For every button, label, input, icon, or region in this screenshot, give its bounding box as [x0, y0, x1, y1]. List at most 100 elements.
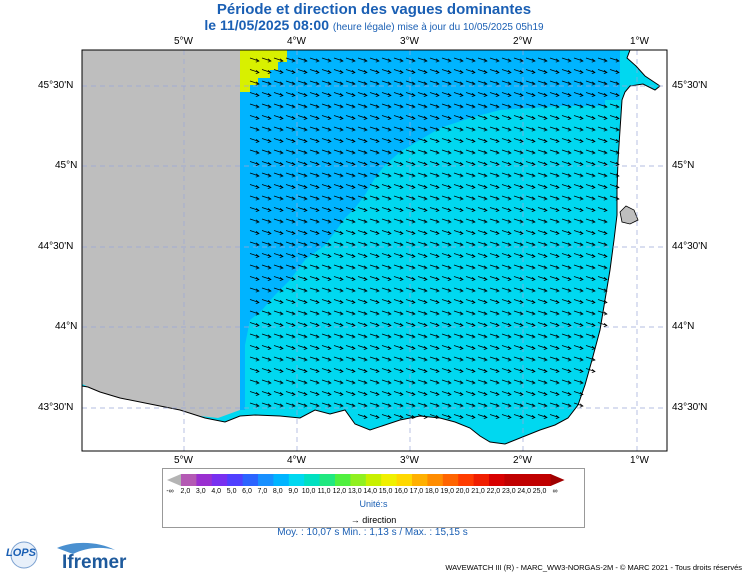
direction-arrow: [345, 126, 356, 132]
direction-arrow: [453, 80, 464, 86]
direction-arrow: [369, 172, 380, 178]
direction-arrow: [525, 149, 536, 155]
direction-arrow: [261, 138, 272, 144]
direction-arrow: [429, 276, 440, 282]
direction-arrow: [465, 299, 476, 305]
direction-arrow: [549, 299, 560, 305]
lon-label-bottom-1w: 1°W: [630, 455, 649, 466]
direction-arrow: [381, 149, 392, 155]
legend-tick-label: 6,0: [242, 488, 252, 495]
direction-arrow: [345, 333, 356, 339]
direction-arrow: [585, 276, 596, 282]
legend-tick-label: 19,0: [440, 488, 454, 495]
direction-arrow: [573, 103, 584, 109]
direction-arrow: [429, 264, 440, 270]
direction-arrow: [477, 57, 488, 63]
direction-arrow: [537, 230, 548, 236]
direction-arrow: [465, 69, 476, 75]
direction-arrow: [501, 115, 512, 121]
direction-arrow: [441, 287, 452, 293]
direction-arrow: [549, 322, 560, 328]
direction-arrow: [369, 368, 380, 374]
direction-arrow: [441, 379, 452, 385]
direction-arrow: [345, 276, 356, 282]
direction-arrow: [357, 115, 368, 121]
direction-arrow: [513, 368, 524, 374]
direction-arrow: [525, 379, 536, 385]
direction-arrow: [405, 414, 416, 420]
direction-arrow: [525, 333, 536, 339]
direction-arrow: [297, 322, 308, 328]
direction-arrow: [345, 391, 356, 397]
direction-arrow: [429, 207, 440, 213]
direction-arrow: [285, 126, 296, 132]
legend-min-arrow: [167, 474, 181, 486]
legend-tick-label: 16,0: [394, 488, 408, 495]
direction-arrow: [453, 184, 464, 190]
direction-arrow: [417, 138, 428, 144]
direction-arrow: [465, 322, 476, 328]
direction-arrow: [345, 402, 356, 408]
direction-arrow: [345, 287, 356, 293]
direction-arrow: [297, 333, 308, 339]
direction-arrow: [285, 161, 296, 167]
direction-arrow: [345, 184, 356, 190]
direction-arrow: [417, 149, 428, 155]
direction-arrow: [537, 333, 548, 339]
direction-arrow: [537, 368, 548, 374]
direction-arrow: [357, 345, 368, 351]
legend-color-segment: [242, 474, 259, 486]
direction-arrow: [405, 195, 416, 201]
direction-arrow: [417, 57, 428, 63]
direction-arrow: [549, 253, 560, 259]
direction-arrow: [285, 218, 296, 224]
direction-arrow: [537, 402, 548, 408]
direction-arrow: [573, 356, 584, 362]
direction-arrow: [561, 115, 572, 121]
direction-arrow: [345, 138, 356, 144]
legend-tick-label: 11,0: [317, 488, 331, 495]
direction-arrow: [549, 80, 560, 86]
direction-arrow: [561, 356, 572, 362]
direction-arrow: [417, 69, 428, 75]
direction-arrow: [573, 218, 584, 224]
direction-arrow: [465, 172, 476, 178]
direction-arrow: [501, 103, 512, 109]
direction-arrow: [585, 207, 596, 213]
direction-arrow: [501, 264, 512, 270]
direction-arrow: [453, 310, 464, 316]
direction-arrow: [537, 195, 548, 201]
direction-arrow: [477, 195, 488, 201]
legend-tick-label: 18,0: [424, 488, 439, 495]
direction-arrow: [441, 333, 452, 339]
direction-arrow: [285, 345, 296, 351]
direction-arrow: [537, 161, 548, 167]
direction-arrow: [429, 172, 440, 178]
direction-arrow: [405, 253, 416, 259]
direction-arrow: [573, 80, 584, 86]
direction-arrow: [369, 414, 380, 420]
direction-arrow: [309, 207, 320, 213]
direction-arrow: [309, 161, 320, 167]
direction-arrow: [549, 414, 560, 420]
direction-arrow: [345, 172, 356, 178]
direction-arrow: [429, 184, 440, 190]
direction-arrow: [453, 264, 464, 270]
direction-arrow: [585, 80, 596, 86]
direction-arrow: [273, 218, 284, 224]
direction-arrow: [477, 138, 488, 144]
direction-arrow: [429, 69, 440, 75]
direction-arrow: [489, 172, 500, 178]
legend-color-segment: [350, 474, 367, 486]
direction-arrow: [309, 57, 320, 63]
land-area: [82, 50, 667, 451]
direction-arrow: [501, 126, 512, 132]
direction-arrow: [249, 103, 260, 109]
arrow-icon: →: [350, 515, 360, 525]
direction-arrow: [345, 218, 356, 224]
direction-arrow: [513, 356, 524, 362]
direction-arrow: [333, 195, 344, 201]
direction-arrow: [381, 172, 392, 178]
direction-arrow: [465, 230, 476, 236]
direction-arrow: [585, 92, 596, 98]
